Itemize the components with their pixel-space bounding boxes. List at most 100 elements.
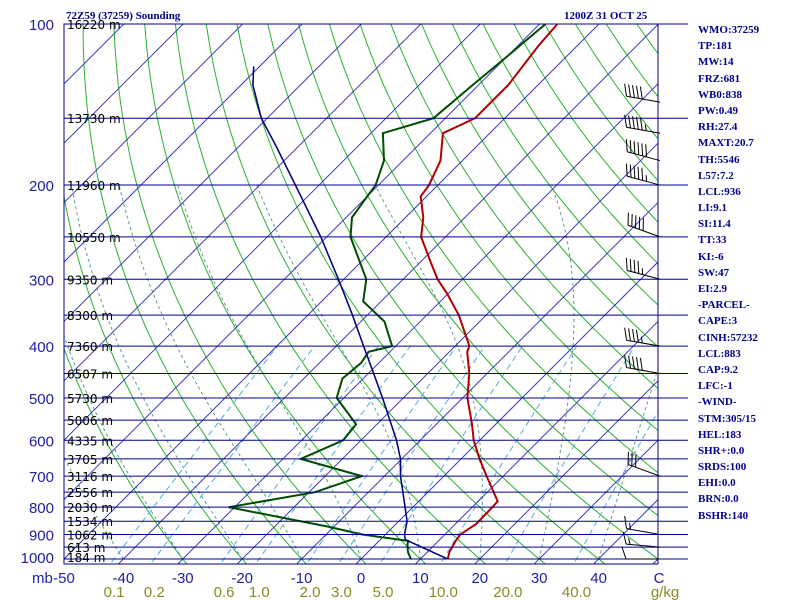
series-line bbox=[252, 66, 448, 560]
temperature-tick-label: 10 bbox=[412, 570, 429, 587]
wind-barb bbox=[624, 327, 661, 347]
index-item: -PARCEL- bbox=[698, 299, 750, 312]
height-label: 184 m bbox=[67, 551, 105, 565]
dry-adiabat bbox=[267, 24, 658, 560]
wind-barb-staff bbox=[626, 339, 661, 347]
wind-barb-feather bbox=[637, 260, 640, 274]
index-item: WB0:838 bbox=[698, 88, 742, 101]
temperature-unit-label: C bbox=[654, 570, 665, 587]
wind-barb-feather bbox=[633, 259, 636, 273]
wind-barb-feather bbox=[625, 139, 628, 152]
wind-barb-feather bbox=[632, 329, 635, 342]
height-label: 9350 m bbox=[67, 273, 113, 287]
dry-adiabat bbox=[144, 24, 427, 564]
wind-barb-feather bbox=[637, 166, 640, 180]
height-label: 10550 m bbox=[67, 231, 121, 245]
temperature-tick-label: -20 bbox=[231, 570, 253, 587]
dry-adiabat bbox=[64, 347, 188, 564]
pressure-tick-label: 300 bbox=[29, 272, 54, 289]
height-label: 6507 m bbox=[67, 367, 113, 381]
isotherm bbox=[64, 24, 541, 501]
sounding-indices-list: WMO:37259 TP:181 MW:14 FRZ:681 WB0:838 PW:0.4… bbox=[698, 24, 800, 526]
index-item: TH:5546 bbox=[698, 153, 740, 166]
index-item: SW:47 bbox=[698, 266, 730, 279]
mixing-ratio-line bbox=[504, 345, 636, 564]
wind-barb-feather bbox=[632, 356, 635, 370]
dry-adiabat bbox=[421, 24, 658, 348]
index-item: PW:0.49 bbox=[698, 104, 739, 117]
mixing-ratio-line bbox=[109, 345, 278, 564]
pressure-tick-label: 200 bbox=[29, 178, 54, 195]
wind-barb-feather bbox=[641, 167, 644, 181]
height-label: 2030 m bbox=[67, 501, 113, 515]
wind-barb-feather bbox=[635, 85, 639, 99]
mixing-ratio-line bbox=[150, 345, 315, 564]
wind-barb-feather bbox=[628, 115, 631, 129]
wind-barb bbox=[622, 531, 661, 548]
mixing-ratio-line bbox=[573, 410, 658, 564]
mixing-ratio-line bbox=[255, 345, 411, 564]
isotherm bbox=[64, 24, 600, 560]
wind-barb-feather bbox=[639, 117, 643, 131]
wind-barb bbox=[624, 354, 661, 374]
wind-barb-staff bbox=[627, 269, 661, 280]
index-item: CAPE:3 bbox=[698, 315, 738, 328]
wind-barb-feather bbox=[633, 141, 636, 154]
height-label: 7360 m bbox=[67, 340, 113, 354]
pressure-tick-label: 900 bbox=[29, 528, 54, 545]
temperature-tick-label: 20 bbox=[471, 570, 488, 587]
wind-barb-feather bbox=[635, 357, 639, 370]
wind-barb-staff bbox=[627, 151, 661, 162]
wind-barb-staff bbox=[627, 224, 661, 238]
wind-barb-feather bbox=[625, 257, 628, 271]
dry-adiabat bbox=[113, 24, 367, 564]
index-item: LFC:-1 bbox=[698, 380, 733, 393]
dry-adiabat bbox=[64, 194, 248, 564]
wind-barb-layer bbox=[621, 83, 661, 560]
wind-barb-feather bbox=[624, 83, 628, 97]
station-title: 72Z59 (37259) Sounding bbox=[66, 10, 181, 22]
temperature-tick-label: -40 bbox=[113, 570, 135, 587]
wind-barb bbox=[627, 451, 661, 477]
isotherm bbox=[533, 439, 658, 564]
wind-barb-feather bbox=[628, 355, 631, 369]
index-item: EI:2.9 bbox=[698, 283, 728, 295]
height-label: 3116 m bbox=[67, 470, 113, 484]
valid-time: 1200Z 31 OCT 25 bbox=[564, 10, 648, 22]
height-label: 13730 m bbox=[67, 112, 121, 126]
height-label: 5006 m bbox=[67, 414, 113, 428]
index-item: STM:305/15 bbox=[698, 412, 757, 425]
series-line bbox=[228, 24, 547, 560]
wind-barb-half-feather bbox=[628, 538, 631, 545]
dry-adiabat bbox=[359, 24, 658, 432]
isotherm bbox=[355, 261, 658, 564]
mixing-ratio-tick-label: 1.0 bbox=[249, 584, 270, 600]
wind-barb-half-feather bbox=[640, 336, 643, 344]
index-item: CAP:9.2 bbox=[698, 363, 739, 376]
wind-barb-feather bbox=[625, 163, 628, 177]
index-item: MW:14 bbox=[698, 56, 734, 69]
wind-barb bbox=[621, 546, 660, 560]
mixing-ratio-line bbox=[306, 345, 457, 564]
height-label: 613 m bbox=[67, 541, 105, 555]
wind-barb-feather bbox=[629, 140, 632, 153]
index-item: KI:-6 bbox=[698, 250, 724, 263]
mixing-ratio-tick-label: 40.0 bbox=[562, 584, 591, 600]
wind-barb-feather bbox=[628, 84, 631, 98]
mixing-ratio-tick-label: 3.0 bbox=[331, 584, 352, 600]
index-item: SRDS:100 bbox=[698, 461, 747, 474]
index-item: -WIND- bbox=[698, 396, 737, 409]
height-label: 1534 m bbox=[67, 515, 113, 529]
dry-adiabat bbox=[236, 24, 606, 564]
wind-barb-feather bbox=[628, 328, 631, 341]
isotherm bbox=[64, 24, 184, 144]
pressure-tick-label: 1000 bbox=[21, 550, 54, 567]
wind-barb-feather bbox=[633, 165, 636, 179]
mixing-ratio-line bbox=[379, 345, 524, 564]
pressure-tick-label: 400 bbox=[29, 339, 54, 356]
pressure-tick-label: 700 bbox=[29, 469, 54, 486]
mixing-ratio-unit-label: g/kg bbox=[651, 584, 679, 600]
mixing-ratio-tick-label: 10.0 bbox=[429, 584, 458, 600]
wind-barb bbox=[627, 212, 661, 238]
